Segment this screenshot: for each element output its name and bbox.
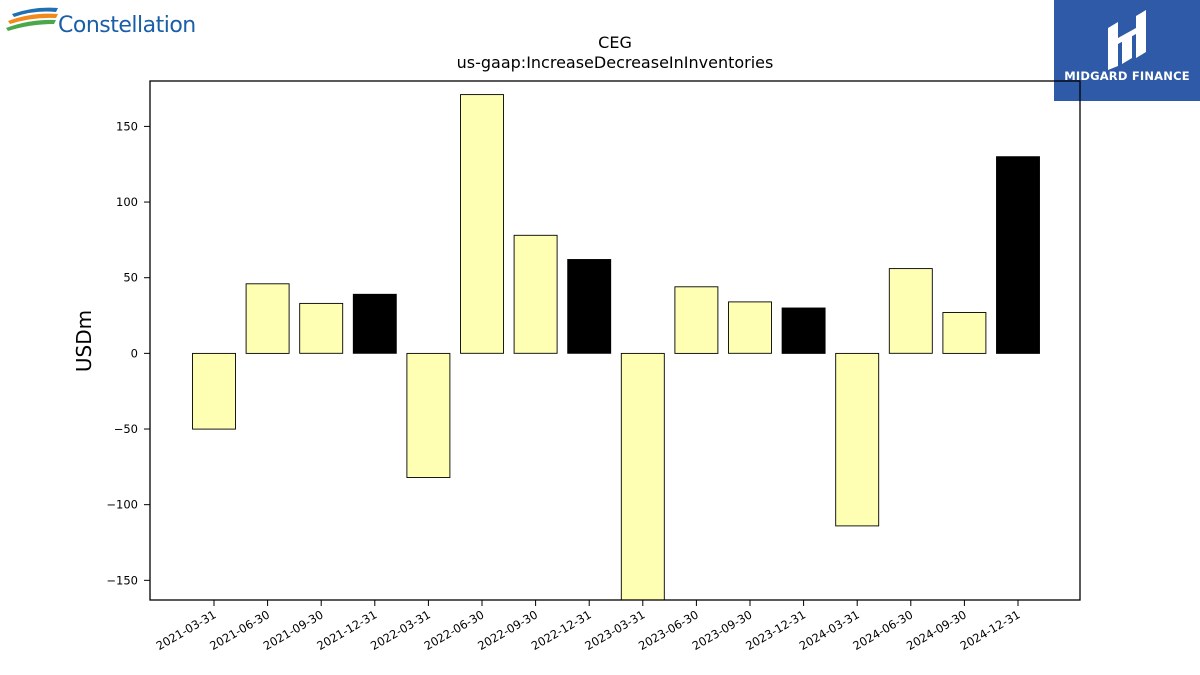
bars-group bbox=[192, 94, 1040, 601]
bar-2022-03-31 bbox=[406, 352, 451, 478]
x-tick-label: 2022-06-30 bbox=[422, 607, 487, 653]
x-tick-label: 2023-09-30 bbox=[690, 607, 755, 653]
y-axis-label: USDm bbox=[72, 310, 96, 372]
x-tick-label: 2021-09-30 bbox=[261, 607, 326, 653]
y-tick-label: 50 bbox=[123, 271, 138, 285]
midgard-finance-logo: MIDGARD FINANCE bbox=[1054, 0, 1200, 101]
y-ticks-group: −150 −100 −50 0 50 100 150 bbox=[106, 119, 150, 587]
constellation-logo: Constellation bbox=[0, 0, 220, 50]
x-tick-label: 2022-03-31 bbox=[368, 607, 433, 653]
x-tick-label: 2024-12-31 bbox=[958, 607, 1023, 653]
x-tick-label: 2022-12-31 bbox=[529, 607, 594, 653]
x-tick-label: 2023-03-31 bbox=[582, 607, 647, 653]
midgard-mark-icon bbox=[1108, 10, 1146, 70]
bar-2023-06-30 bbox=[674, 286, 719, 354]
chart-title: CEG bbox=[598, 33, 632, 52]
y-tick-label: 150 bbox=[116, 119, 138, 133]
bar-2021-03-31 bbox=[192, 352, 236, 430]
bar-2023-09-30 bbox=[728, 301, 772, 354]
bar-2023-03-31 bbox=[620, 352, 665, 601]
x-tick-label: 2021-06-30 bbox=[207, 607, 272, 653]
x-tick-label: 2021-12-31 bbox=[314, 607, 379, 653]
constellation-swoosh-icon bbox=[6, 7, 58, 31]
y-tick-label: −150 bbox=[106, 573, 138, 587]
x-tick-label: 2024-03-31 bbox=[797, 607, 862, 653]
x-tick-label: 2024-06-30 bbox=[850, 607, 915, 653]
constellation-wordmark: Constellation bbox=[58, 13, 196, 38]
x-tick-label: 2023-06-30 bbox=[636, 607, 701, 653]
midgard-wordmark: MIDGARD FINANCE bbox=[1064, 69, 1190, 83]
y-tick-label: −50 bbox=[114, 422, 138, 436]
x-tick-label: 2023-12-31 bbox=[743, 607, 808, 653]
x-tick-label: 2022-09-30 bbox=[475, 607, 540, 653]
bar-2024-03-31 bbox=[835, 352, 880, 527]
bar-2022-09-30 bbox=[513, 234, 558, 354]
x-tick-label: 2021-03-31 bbox=[154, 607, 219, 653]
y-tick-label: 100 bbox=[116, 195, 138, 209]
y-tick-label: −100 bbox=[106, 498, 138, 512]
bar-2022-06-30 bbox=[460, 94, 504, 354]
bar-2021-12-31 bbox=[352, 293, 397, 354]
bar-2024-06-30 bbox=[888, 268, 933, 354]
bar-2021-06-30 bbox=[245, 283, 290, 354]
bar-2023-12-31 bbox=[781, 307, 826, 354]
chart-subtitle: us-gaap:IncreaseDecreaseInInventories bbox=[457, 53, 774, 72]
bar-2024-12-31 bbox=[996, 156, 1040, 354]
bar-2024-09-30 bbox=[942, 312, 987, 354]
x-ticks-group: 2021-03-312021-06-302021-09-302021-12-31… bbox=[154, 600, 1023, 653]
x-tick-label: 2024-09-30 bbox=[904, 607, 969, 653]
y-tick-label: 0 bbox=[131, 346, 138, 360]
plot-frame bbox=[149, 80, 1081, 601]
bar-2021-09-30 bbox=[299, 302, 344, 354]
bar-2022-12-31 bbox=[567, 259, 612, 354]
